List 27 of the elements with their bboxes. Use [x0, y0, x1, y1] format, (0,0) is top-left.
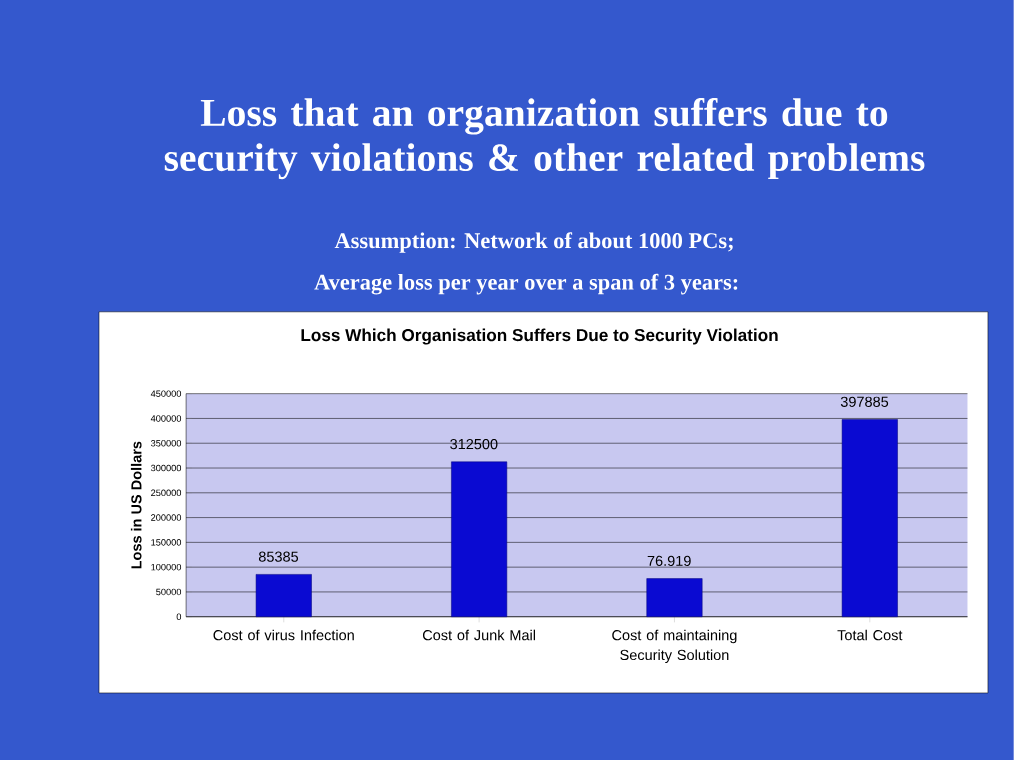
y-tick-label: 300000: [150, 464, 182, 472]
x-tick-label: Total Cost: [837, 629, 903, 641]
x-tick-label: Cost of maintaining Security Solution: [612, 629, 737, 663]
y-axis-title: Loss in US Dollars: [130, 441, 142, 569]
y-tick-label: 150000: [151, 538, 182, 546]
bar: [255, 574, 312, 617]
text: Average loss per year over a span of 3 years:: [314, 273, 738, 295]
y-tick-label: 50000: [156, 588, 182, 596]
data-label: 76.919: [647, 555, 691, 566]
chart-subtitle: Assumption: Network of about 1000 PCs;: [334, 232, 733, 253]
chart-title: Loss that an organization suffers due to security violations & other related problems: [164, 97, 925, 180]
text: Loss Which Organisation Suffers Due to Security Violation: [301, 328, 778, 345]
data-label: 397885: [840, 396, 889, 407]
bar: [841, 419, 898, 617]
x-tick-label: Cost of Junk Mail: [422, 629, 536, 641]
y-tick-label: 250000: [151, 489, 182, 496]
x-tick-label: Cost of virus Infection: [213, 629, 354, 641]
y-tick-label: 450000: [150, 390, 182, 397]
bar: [646, 578, 703, 617]
y-tick-label: 400000: [150, 415, 182, 422]
y-tick-label: 100000: [151, 563, 182, 571]
bar: [451, 461, 508, 617]
data-label: 312500: [450, 438, 498, 450]
y-tick-label: 350000: [150, 439, 182, 447]
data-label: 85385: [258, 551, 299, 562]
y-tick-label: 0: [176, 613, 182, 620]
y-tick-label: 200000: [151, 514, 182, 521]
